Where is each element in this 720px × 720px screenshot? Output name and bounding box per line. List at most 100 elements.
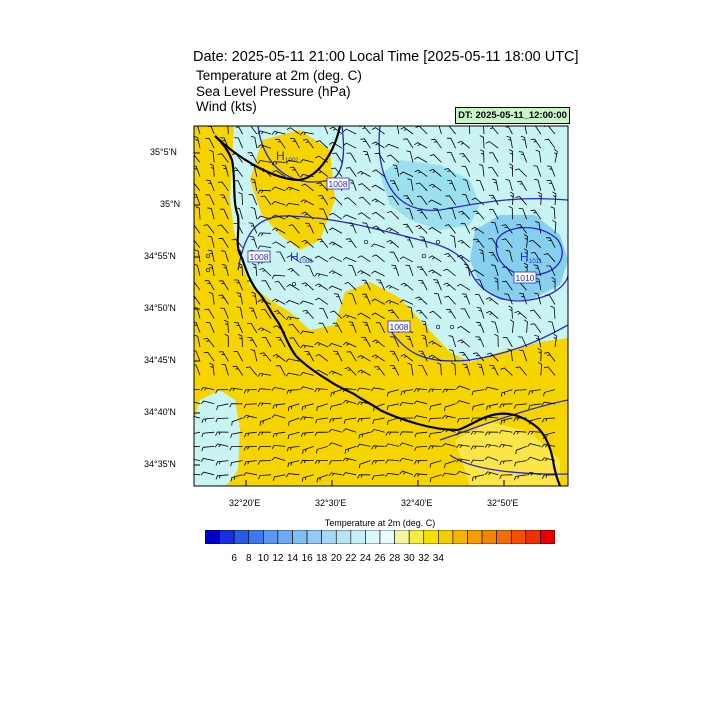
wind-barb [203,224,215,234]
wind-barb [417,266,428,277]
wind-barb [543,253,556,263]
wind-barb [475,279,485,291]
isobar-label-4: 1010 [513,271,537,284]
wind-barb [389,180,400,191]
wind-barb [413,415,428,420]
wind-barb [316,403,328,412]
wind-barb [318,322,329,333]
wind-barb [194,473,201,476]
wind-barb [245,366,258,376]
wind-barb [471,226,485,234]
wind-barb [207,235,215,248]
wind-barb [509,163,514,177]
wind-barb [450,234,456,248]
colorbar-box [219,530,235,544]
wind-barb [286,240,300,248]
wind-barb [543,389,556,397]
wind-barb [300,431,314,438]
wind-barb [215,474,229,480]
wind-barb [358,431,371,439]
calm-dot [205,267,211,273]
wind-barb [429,154,442,163]
wind-barb [502,280,513,291]
wind-barb [434,292,442,305]
wind-barb [276,251,286,262]
wind-barb [429,460,442,468]
wind-barb [543,431,556,439]
colorbar-box [292,530,308,544]
wind-barb [498,443,513,448]
wind-barb [289,166,300,177]
wind-barb [372,169,385,177]
wind-barb [285,159,300,164]
wind-barb [230,474,243,482]
wind-barb [250,135,258,149]
wind-barb [544,352,556,362]
wind-barb [475,294,485,305]
lat-label: 35°5'N [150,147,177,157]
wind-barb [357,255,371,263]
wind-barb [328,343,343,348]
wind-barb [407,178,414,191]
wind-barb [428,183,442,192]
wind-barb [428,445,442,450]
cool-region-east [470,215,568,300]
wind-barb [545,294,556,305]
wind-barb [274,280,286,291]
wind-barb [272,298,286,305]
lon-label: 32°30'E [315,498,347,508]
wind-barb [342,257,357,263]
wind-barb [470,417,485,422]
wind-barb [505,179,513,191]
wind-barb [285,202,300,207]
wind-barb [315,155,329,163]
wind-barb [319,308,329,319]
wind-barb [445,308,456,319]
wind-barb [288,323,300,334]
wind-barb [315,297,329,305]
wind-barb [527,430,541,436]
wind-barb [342,128,357,135]
wind-barb [194,281,201,291]
wind-barb [330,389,343,397]
wind-barb [523,248,528,262]
wind-barb [472,210,485,220]
wind-barb [527,443,541,447]
wind-barb [550,206,556,220]
wind-barb [194,350,201,362]
wind-barb [286,284,300,291]
wind-barb [415,225,428,234]
wind-barb [358,196,371,206]
wind-barb [345,238,357,248]
wind-barb [385,284,399,291]
wind-barb [243,403,257,409]
wind-barb [286,446,300,452]
wind-barb [205,194,215,206]
wind-barb [231,417,243,426]
wind-barb [428,199,442,206]
wind-barb [389,350,400,362]
wind-barb [250,164,258,177]
wind-barb [405,335,414,348]
wind-barb [206,179,215,191]
colorbar-box [452,530,468,544]
wind-barb [299,174,314,178]
colorbar-box [306,530,322,544]
wind-barb [528,239,542,248]
wind-barb [200,471,215,476]
wind-barb [489,365,499,376]
wind-barb [271,131,286,135]
wind-barb [475,179,485,191]
wind-barb [226,126,229,135]
wind-barb [348,321,357,333]
pressure-center-2: H 1008 [290,250,313,265]
wind-barb [286,127,300,135]
wind-barb [392,164,400,177]
wind-barb [328,428,343,433]
wind-barb [316,474,328,483]
wind-barb [459,351,471,362]
wind-barb [537,191,542,206]
wind-barb [243,472,257,477]
colorbar-box [423,530,439,544]
wind-barb [257,460,272,465]
